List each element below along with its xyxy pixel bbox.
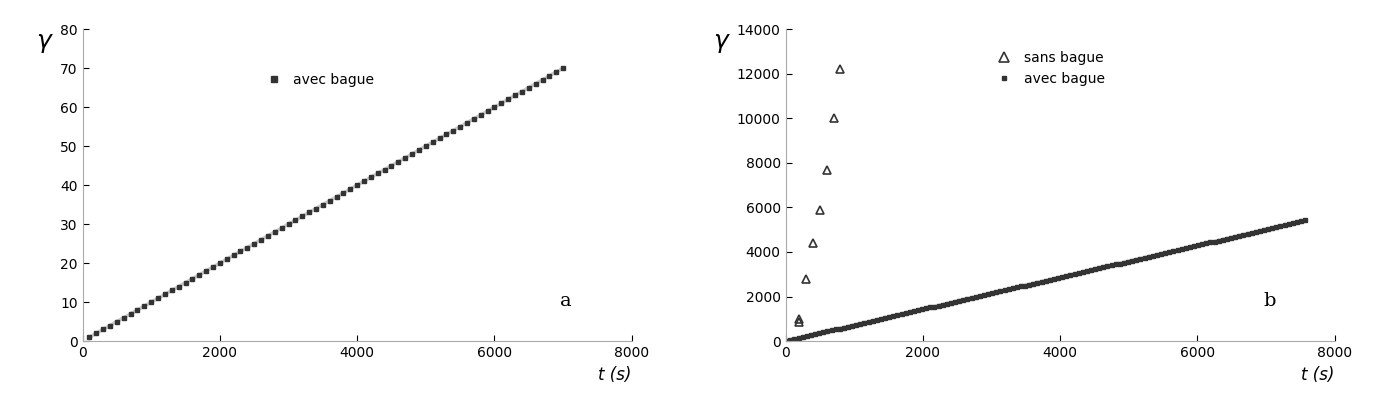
avec bague: [191, 272, 208, 277]
avec bague: [1087, 267, 1104, 272]
sans bague: [832, 67, 849, 72]
avec bague: [226, 253, 242, 258]
sans bague: [812, 207, 828, 212]
sans bague: [826, 116, 842, 121]
Line: avec bague: avec bague: [87, 66, 566, 339]
avec bague: [1260, 227, 1277, 232]
Text: b: b: [1263, 292, 1276, 310]
Line: sans bague: sans bague: [795, 65, 845, 326]
sans bague: [805, 240, 821, 245]
avec bague: [486, 104, 502, 109]
avec bague: [1298, 218, 1314, 223]
avec bague: [81, 335, 98, 340]
avec bague: [479, 109, 495, 114]
Y-axis label: γ: γ: [36, 29, 51, 53]
avec bague: [205, 265, 222, 270]
Y-axis label: γ: γ: [713, 29, 728, 53]
avec bague: [343, 186, 359, 191]
sans bague: [791, 319, 808, 324]
sans bague: [791, 316, 808, 321]
avec bague: [777, 339, 794, 344]
avec bague: [1108, 262, 1124, 267]
avec bague: [1079, 269, 1095, 274]
avec bague: [1215, 237, 1232, 242]
X-axis label: t (s): t (s): [599, 366, 632, 384]
Line: avec bague: avec bague: [784, 218, 1307, 343]
avec bague: [555, 66, 571, 71]
sans bague: [819, 167, 835, 172]
X-axis label: t (s): t (s): [1302, 366, 1335, 384]
Legend: avec bague: avec bague: [255, 67, 380, 92]
Legend: sans bague, avec bague: sans bague, avec bague: [985, 45, 1110, 92]
Text: a: a: [560, 292, 572, 310]
sans bague: [798, 276, 815, 281]
avec bague: [802, 333, 819, 338]
